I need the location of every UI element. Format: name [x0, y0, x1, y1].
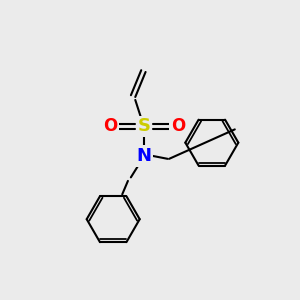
- Text: S: S: [138, 117, 151, 135]
- Text: N: N: [136, 147, 152, 165]
- Text: O: O: [171, 117, 185, 135]
- Text: O: O: [103, 117, 117, 135]
